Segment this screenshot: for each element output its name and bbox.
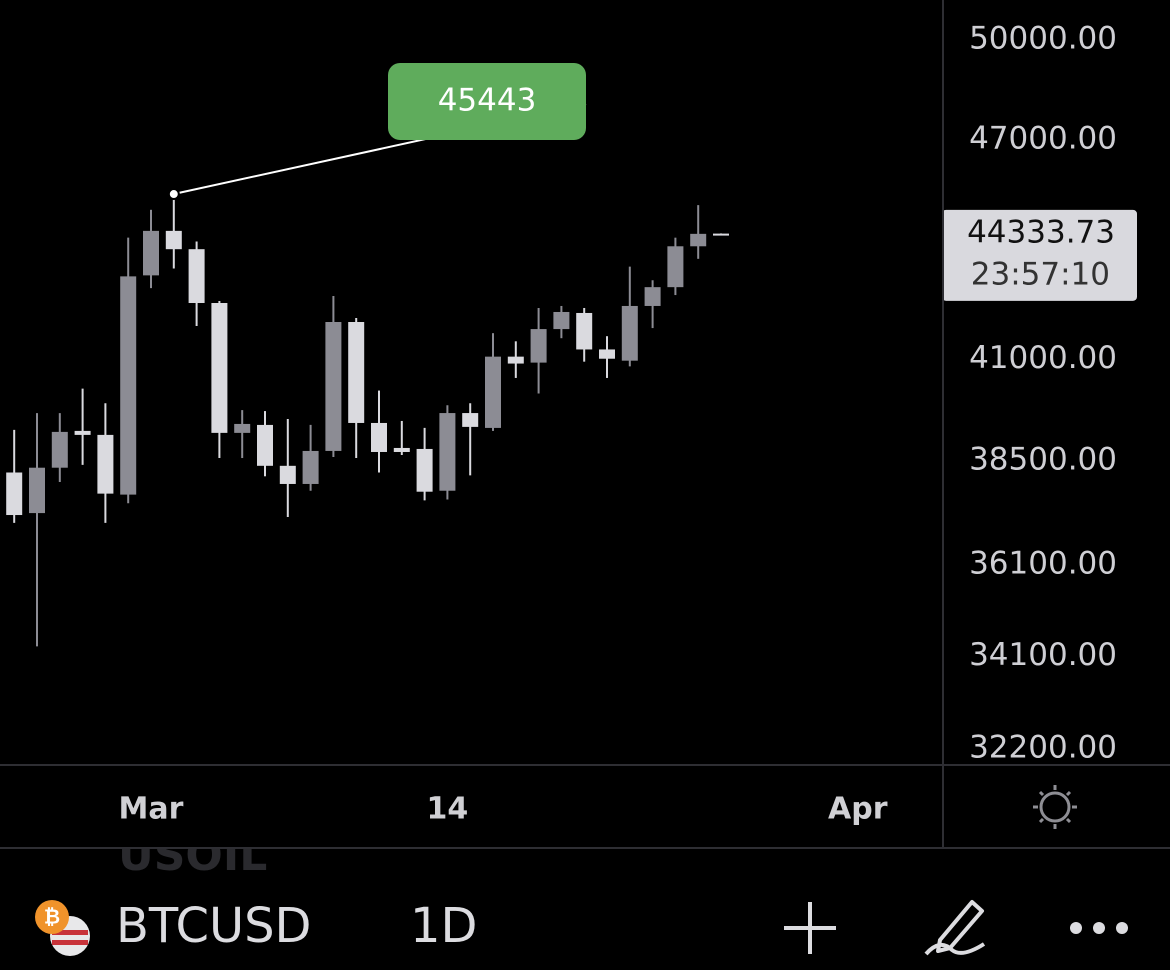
candle-body — [667, 246, 684, 288]
interval[interactable]: 1D — [410, 898, 478, 954]
candle-body — [74, 430, 91, 435]
candle-body — [257, 424, 273, 466]
candle-body — [530, 329, 547, 363]
candle-body — [188, 249, 205, 304]
y-tick-label: 47000.00 — [969, 120, 1117, 156]
plot-area: 45443 — [6, 63, 729, 647]
candle-body — [462, 413, 479, 427]
draw-button[interactable] — [924, 900, 986, 956]
y-tick-label: 50000.00 — [969, 21, 1117, 57]
candle-body — [348, 322, 365, 423]
candle-body — [713, 233, 729, 236]
candle-body — [51, 431, 68, 468]
candle-body — [302, 450, 319, 484]
candle-body — [120, 276, 137, 495]
countdown: 23:57:10 — [971, 256, 1110, 292]
annotation-box — [388, 63, 586, 140]
y-tick-label: 34100.00 — [969, 637, 1117, 673]
candle-body — [393, 447, 410, 452]
price-label-box — [943, 209, 1137, 301]
candle-body — [234, 423, 251, 433]
candle-body — [416, 448, 433, 492]
y-tick-label: 36100.00 — [969, 545, 1117, 581]
candle-body — [279, 465, 296, 484]
candle-body — [690, 233, 707, 247]
x-tick-label: Mar — [119, 792, 184, 827]
candle-body — [143, 230, 159, 276]
symbol[interactable]: BTCUSD — [116, 898, 312, 954]
price-axis: 50000.00 47000.00 41000.00 38500.00 36100.00… — [943, 21, 1137, 765]
add-button[interactable] — [784, 902, 836, 954]
svg-text:₿: ₿ — [44, 905, 60, 929]
candle-body — [507, 356, 524, 364]
candle-body — [211, 303, 228, 433]
candle-body — [29, 467, 45, 514]
time-axis: Mar 14 Apr — [119, 792, 888, 827]
candle-body — [621, 305, 638, 361]
candle-body — [97, 434, 114, 494]
candle-body — [165, 230, 182, 250]
candle-body — [644, 287, 661, 306]
candle-body — [599, 349, 615, 359]
annotation-label: 45443 — [438, 83, 537, 119]
faded-symbol: USOIL — [118, 830, 267, 881]
x-tick-label: Apr — [828, 792, 888, 827]
settings-icon[interactable] — [1033, 785, 1077, 829]
more-button[interactable] — [1070, 922, 1128, 934]
current-price: 44333.73 — [967, 214, 1115, 250]
candle-body — [576, 312, 593, 350]
candle-body — [371, 422, 387, 452]
y-tick-label: 32200.00 — [969, 729, 1117, 765]
candle-body — [325, 322, 342, 451]
candle-body — [439, 413, 456, 491]
y-tick-label: 38500.00 — [969, 442, 1117, 478]
candle-body — [6, 472, 23, 516]
candle-body — [553, 311, 570, 330]
annotation-point — [167, 188, 180, 201]
candle-body — [485, 356, 501, 428]
y-tick-label: 41000.00 — [969, 340, 1117, 376]
symbol-icon[interactable]: ₿ — [35, 900, 90, 956]
x-tick-label: 14 — [427, 792, 469, 827]
